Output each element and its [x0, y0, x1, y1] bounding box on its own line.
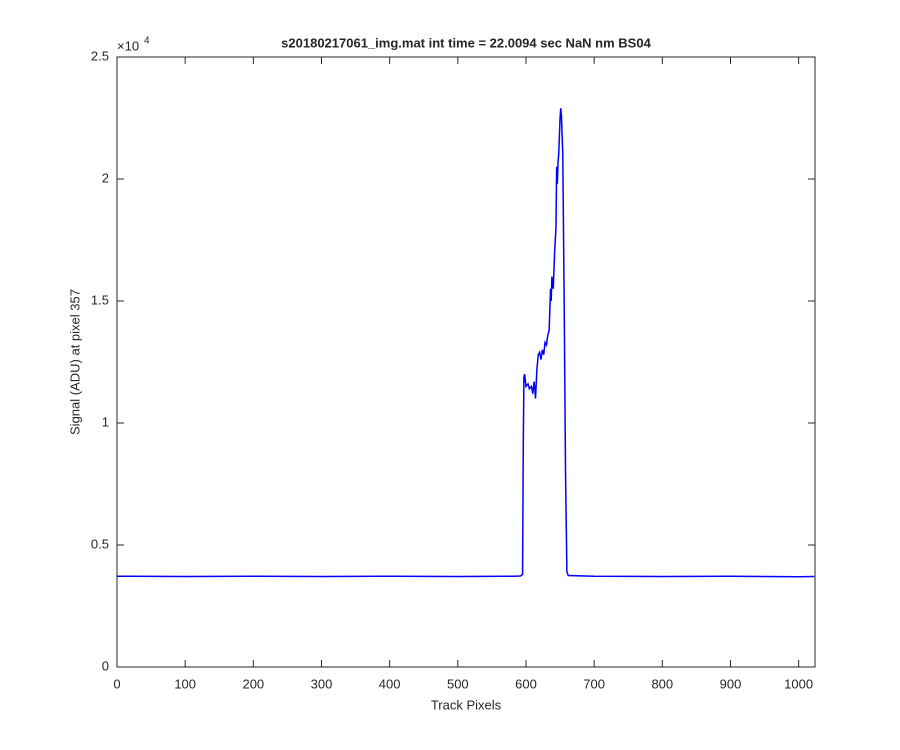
- x-tick-label: 100: [174, 676, 196, 691]
- plot-frame: [116, 56, 816, 668]
- x-tick-label: 700: [583, 676, 605, 691]
- x-tick-label: 600: [515, 676, 537, 691]
- x-axis-label: Track Pixels: [431, 697, 502, 712]
- x-tick-label: 500: [447, 676, 469, 691]
- x-tick-label: 0: [113, 676, 120, 691]
- x-tick-label: 1000: [784, 676, 813, 691]
- y-tick-label: 2: [102, 170, 109, 185]
- y-tick-label: 2.5: [91, 48, 109, 63]
- y-offset-base: ×10: [117, 38, 139, 53]
- x-tick-label: 200: [242, 676, 264, 691]
- chart-title: s20180217061_img.mat int time = 22.0094 …: [281, 35, 651, 50]
- y-offset-exponent: 4: [144, 36, 150, 47]
- y-tick-label: 0.5: [91, 536, 109, 551]
- data-line: [116, 108, 815, 578]
- x-tick-label: 800: [651, 676, 673, 691]
- y-tick-label: 1: [102, 414, 109, 429]
- y-tick-label: 1.5: [91, 292, 109, 307]
- x-tick-label: 900: [720, 676, 742, 691]
- y-axis-label: Signal (ADU) at pixel 357: [67, 289, 82, 435]
- x-tick-label: 400: [379, 676, 401, 691]
- y-tick-label: 0: [102, 658, 109, 673]
- x-tick-label: 300: [311, 676, 333, 691]
